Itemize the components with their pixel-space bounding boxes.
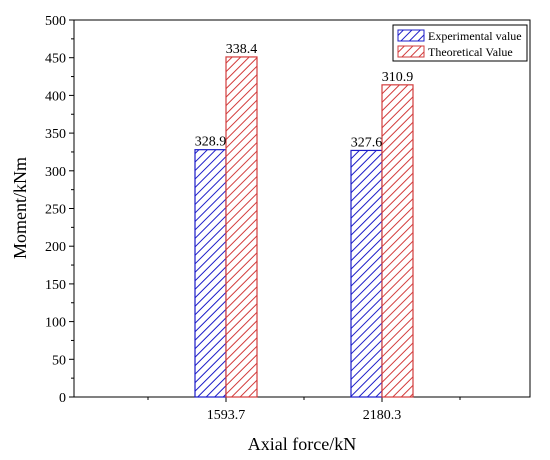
- y-tick-label: 150: [45, 278, 66, 293]
- y-axis-ticks: 0 50 100 150 200 250 300 350 400 450 500: [45, 14, 74, 406]
- bar-theoretical-0: [225, 56, 258, 398]
- bar-value-label: 310.9: [382, 70, 414, 85]
- x-axis-ticks: 1593.7 2180.3: [147, 397, 461, 423]
- y-tick-label: 450: [45, 52, 66, 67]
- y-tick-label: 350: [45, 127, 66, 142]
- y-tick-label: 300: [45, 165, 66, 180]
- bars: [194, 56, 414, 398]
- plot-area: [73, 19, 531, 398]
- bar-value-label: 338.4: [226, 42, 258, 57]
- y-tick-label: 0: [59, 391, 66, 406]
- y-tick-label: 400: [45, 89, 66, 104]
- legend-label: Experimental value: [428, 29, 522, 43]
- bar-value-labels: 328.9 327.6 338.4 310.9: [195, 42, 414, 150]
- x-tick-label: 2180.3: [363, 408, 402, 423]
- y-tick-label: 100: [45, 316, 66, 331]
- bar-experimental-0: [194, 149, 227, 398]
- bar-experimental-1: [350, 149, 383, 398]
- legend-label: Theoretical Value: [428, 45, 513, 59]
- bar-theoretical-1: [381, 84, 414, 398]
- y-axis-title: Moment/kNm: [10, 157, 30, 259]
- y-tick-label: 50: [52, 353, 66, 368]
- y-tick-label: 200: [45, 240, 66, 255]
- legend-swatch: [397, 29, 425, 42]
- y-tick-label: 500: [45, 14, 66, 29]
- bar-value-label: 328.9: [195, 135, 227, 150]
- x-axis-title: Axial force/kN: [248, 434, 356, 454]
- bar-value-label: 327.6: [351, 135, 383, 150]
- x-tick-label: 1593.7: [207, 408, 246, 423]
- legend: Experimental value Theoretical Value: [392, 24, 528, 62]
- y-tick-label: 250: [45, 203, 66, 218]
- legend-swatch: [397, 45, 425, 58]
